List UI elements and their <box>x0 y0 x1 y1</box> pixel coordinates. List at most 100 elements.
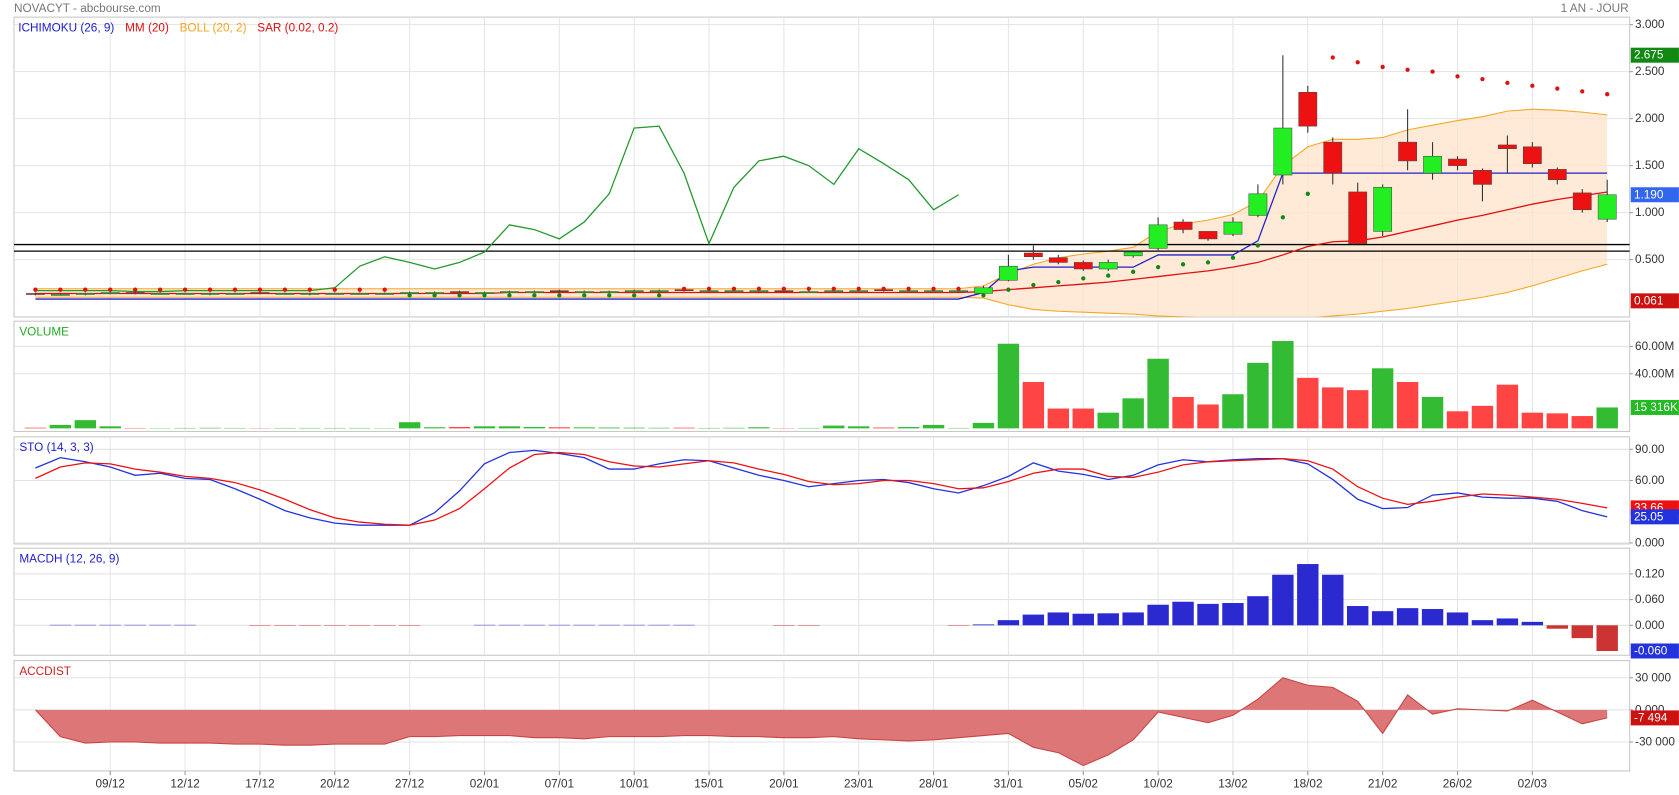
y-tick-label: 30 000 <box>1635 671 1671 684</box>
plot-area <box>13 321 1630 432</box>
x-tick-label: 10/02 <box>1143 777 1172 790</box>
candle-body <box>225 293 245 295</box>
y-tick-label: 0.500 <box>1635 253 1665 266</box>
sar-dot <box>806 286 811 291</box>
sar-dot <box>582 293 587 298</box>
bar <box>673 427 695 429</box>
x-tick-label: 26/02 <box>1443 777 1472 790</box>
candle-body <box>1298 92 1318 127</box>
x-tick-label: 27/12 <box>395 777 424 790</box>
bar <box>972 624 995 626</box>
sar-dot <box>457 293 462 298</box>
candle-body <box>100 292 120 294</box>
bar <box>1247 362 1269 429</box>
candle-body <box>1323 141 1343 174</box>
value-marker-label: 15 316K <box>1634 401 1678 414</box>
sar-dot <box>1106 273 1111 278</box>
indicator-line <box>35 191 1608 295</box>
sar-dot <box>332 287 337 292</box>
candle-body <box>26 293 45 295</box>
bar <box>1197 404 1219 429</box>
bar <box>1471 620 1494 626</box>
sar-dot <box>632 293 637 298</box>
legend-entry: BOLL (20, 2) <box>180 21 247 34</box>
bar <box>1297 377 1319 429</box>
bar <box>1247 596 1269 626</box>
sar-dot <box>282 287 288 292</box>
x-tick-label: 23/01 <box>844 777 873 790</box>
bar <box>1047 408 1070 429</box>
sar-dot <box>407 293 412 298</box>
bar <box>1346 390 1369 429</box>
value-marker-label: 1.190 <box>1634 188 1664 201</box>
candle-body <box>1547 169 1567 180</box>
sar-dot <box>507 293 512 298</box>
x-tick-label: 15/01 <box>694 777 723 790</box>
sar-dot <box>1430 69 1435 74</box>
sar-dot <box>706 286 712 291</box>
x-tick-label: 20/12 <box>320 777 349 790</box>
candle-body <box>549 290 569 292</box>
sar-dot <box>1530 83 1535 88</box>
candle-body <box>599 291 619 293</box>
value-marker <box>1630 399 1679 415</box>
bar <box>1546 625 1569 629</box>
x-tick-label: 28/01 <box>919 777 948 790</box>
bar <box>1022 381 1045 429</box>
x-tick-label: 05/02 <box>1069 777 1098 790</box>
sar-dot <box>1081 276 1086 281</box>
bar <box>1272 574 1294 626</box>
sar-dot <box>1305 191 1310 196</box>
bar <box>1571 416 1593 429</box>
bar <box>1072 408 1094 429</box>
x-tick-label: 13/02 <box>1218 777 1247 790</box>
series-line <box>35 449 1608 526</box>
bar <box>1396 608 1419 626</box>
area-fill <box>35 677 1608 766</box>
x-tick-label: 12/12 <box>170 777 199 790</box>
sar-dot <box>58 287 63 292</box>
sar-dot <box>1205 260 1211 265</box>
candle-body <box>1373 186 1393 232</box>
value-marker <box>1630 47 1679 63</box>
sar-dot <box>981 293 986 298</box>
candle-body <box>525 291 544 293</box>
band-lower <box>35 263 1608 317</box>
area-line <box>35 677 1608 767</box>
bar <box>74 420 97 429</box>
sar-dot <box>182 287 188 292</box>
candle-body <box>1098 262 1118 270</box>
bar <box>1521 621 1544 626</box>
bar <box>1546 413 1569 429</box>
bar <box>1371 368 1394 429</box>
sar-dot <box>482 293 487 298</box>
bar <box>623 427 645 429</box>
plot-area <box>13 436 1630 544</box>
bar <box>648 427 670 429</box>
sar-dot <box>1280 215 1285 220</box>
candle-body <box>75 293 95 295</box>
bar <box>1222 394 1244 429</box>
candle-body <box>500 291 519 293</box>
candle-body <box>1423 155 1442 174</box>
y-tick-label: 40.00M <box>1635 367 1674 380</box>
panel-frame <box>13 436 1631 545</box>
page-title: NOVACYT - abcbourse.com <box>14 2 161 15</box>
sar-dot <box>1455 74 1460 79</box>
candle-body <box>300 293 320 295</box>
bar <box>99 426 121 429</box>
candle-body <box>1473 170 1492 185</box>
y-tick-label: 0.060 <box>1635 593 1665 606</box>
bar <box>1022 614 1045 626</box>
sar-dot <box>1031 282 1036 288</box>
candle-body <box>275 293 295 295</box>
sar-dot <box>1330 55 1335 60</box>
sar-dot <box>731 286 737 291</box>
x-tick-label: 10/01 <box>619 777 648 790</box>
bar <box>1297 564 1319 626</box>
sar-dot <box>1230 255 1236 260</box>
x-tick-label: 31/01 <box>994 777 1023 790</box>
candle-body <box>250 292 270 294</box>
candle-body <box>1223 221 1243 235</box>
y-tick-label: -30 000 <box>1635 735 1675 748</box>
